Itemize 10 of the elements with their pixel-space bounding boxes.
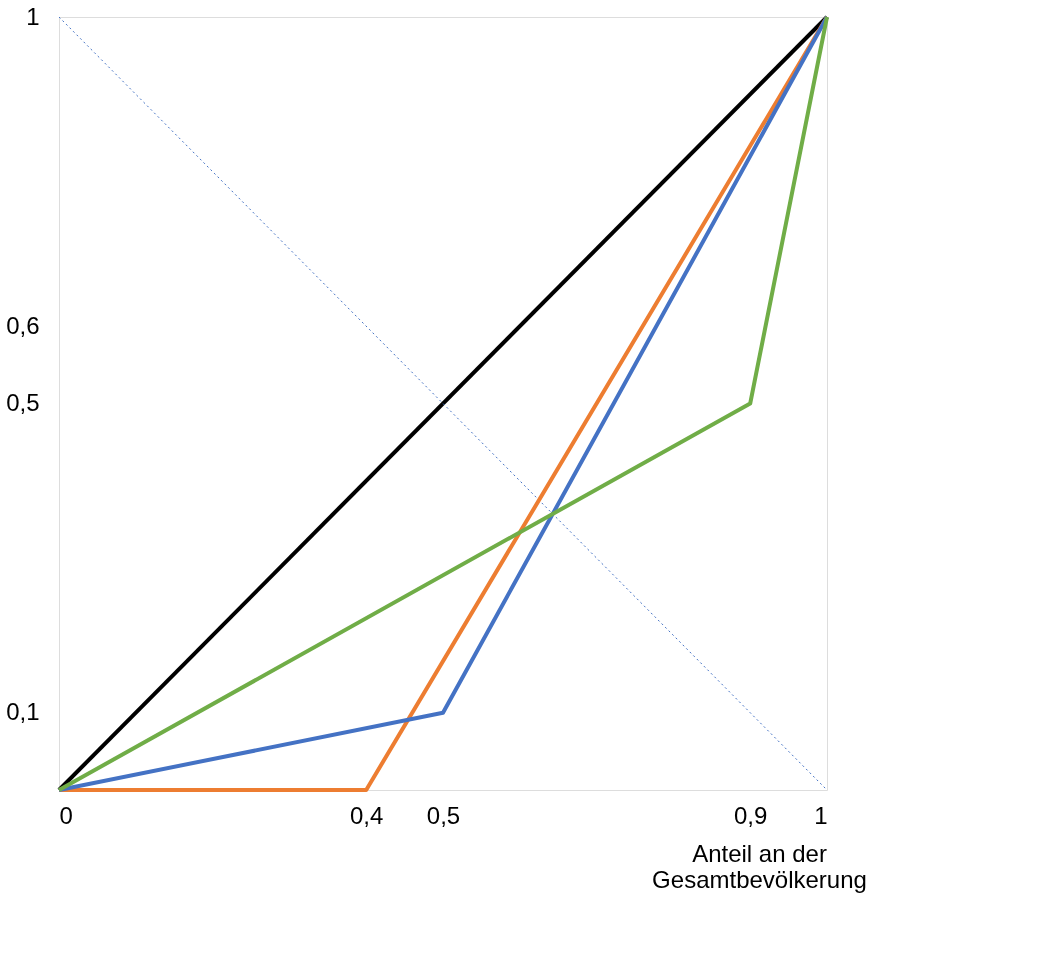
y-tick-label: 0,5: [6, 389, 40, 416]
y-tick-label: 0,6: [6, 311, 40, 339]
y-tick-label: 1: [26, 2, 40, 30]
y-tick-label: 0,1: [6, 698, 40, 726]
x-tick-label: 0: [59, 801, 73, 829]
x-tick-label: 0,4: [350, 801, 384, 829]
x-tick-label: 0,9: [734, 801, 768, 829]
x-tick-label: 0,5: [426, 801, 461, 829]
x-axis-title: Anteil an der Gesamtbevölkerung: [652, 839, 867, 893]
x-tick-label: 1: [814, 801, 828, 829]
